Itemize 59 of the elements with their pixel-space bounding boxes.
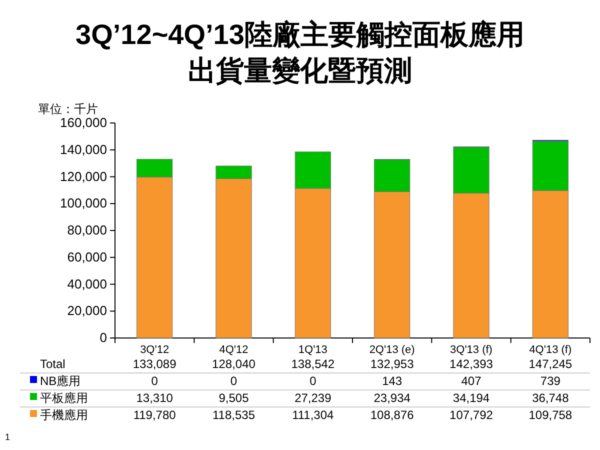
bar: [374, 159, 410, 192]
x-tick-label: 2Q'13 (e): [369, 344, 415, 356]
data-label: 119,780: [133, 408, 176, 422]
y-tick-label: 160,000: [60, 115, 107, 130]
x-tick-label: 1Q'13: [298, 344, 328, 356]
y-tick-label: 100,000: [60, 196, 107, 211]
data-label: 143: [382, 374, 402, 388]
total-label: 147,245: [528, 357, 572, 371]
bar: [136, 176, 173, 338]
y-tick-label: 40,000: [67, 276, 107, 292]
bar: [294, 152, 331, 189]
text: Total: [40, 357, 66, 371]
data-label: 108,876: [370, 408, 414, 422]
legend-label: 平板應用: [40, 391, 88, 405]
bar: [136, 158, 173, 178]
data-label: 9,505: [218, 391, 250, 405]
data-label: 0: [310, 374, 317, 388]
bar: [294, 188, 331, 338]
y-tick-label: 120,000: [60, 168, 107, 184]
total-label: 133,089: [132, 357, 177, 371]
bar: [532, 140, 568, 191]
data-label: 13,310: [136, 391, 174, 405]
y-axis-title: 單位：千片: [38, 102, 98, 116]
legend-label: NB應用: [40, 374, 81, 388]
total-label: 138,542: [291, 357, 335, 371]
total-label: 132,953: [370, 357, 414, 371]
y-tick-label: 0: [100, 330, 107, 345]
data-label: 107,792: [450, 408, 494, 422]
data-label: 118,535: [212, 408, 256, 422]
data-label: 23,934: [374, 391, 411, 405]
y-tick-label: 80,000: [67, 222, 107, 238]
text: 1: [5, 432, 10, 442]
bar: [453, 192, 490, 338]
total-label: 142,393: [450, 357, 494, 371]
bar: [374, 191, 410, 338]
data-label: 0: [151, 374, 158, 388]
bar: [216, 166, 252, 179]
bar: [453, 146, 490, 194]
chart-subtitle: 出貨量變化暨預測: [188, 55, 412, 86]
data-label: 27,239: [294, 391, 332, 405]
bar: [532, 190, 568, 338]
legend-label: 手機應用: [40, 408, 88, 422]
x-tick-label: 3Q'13 (f): [450, 344, 492, 356]
data-label: 739: [540, 374, 561, 388]
y-tick-label: 60,000: [67, 249, 107, 264]
bar: [216, 178, 252, 338]
data-label: 34,194: [452, 391, 490, 405]
y-tick-label: 20,000: [67, 303, 107, 318]
total-label: 128,040: [212, 357, 256, 371]
x-tick-label: 4Q'12: [219, 344, 248, 356]
chart-title: 3Q’12~4Q’13陸廠主要觸控面板應用: [76, 19, 524, 50]
data-label: 109,758: [528, 408, 572, 422]
y-tick-label: 140,000: [60, 142, 107, 157]
data-label: 36,748: [532, 391, 570, 405]
data-label: 0: [230, 374, 238, 388]
x-tick-label: 4Q'13 (f): [529, 344, 572, 356]
data-label: 111,304: [292, 408, 334, 422]
x-tick-label: 3Q'12: [140, 344, 170, 356]
data-label: 407: [461, 374, 482, 388]
